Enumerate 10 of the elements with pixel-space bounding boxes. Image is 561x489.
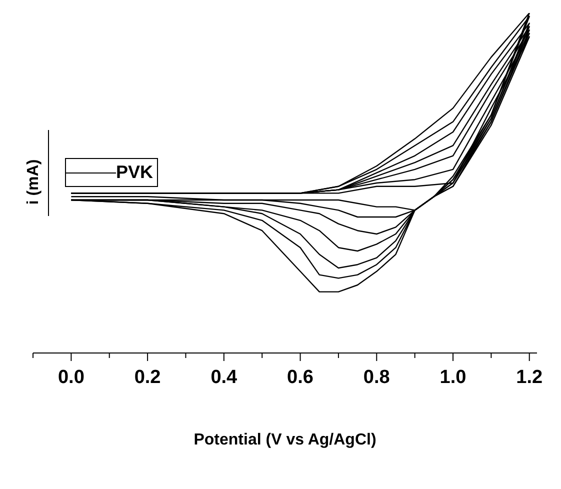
y-axis-title: i (mA): [25, 158, 43, 207]
x-tick-label: 0.2: [134, 367, 161, 388]
x-tick-label: 0.6: [287, 367, 314, 388]
x-tick-label: 1.2: [516, 367, 543, 388]
legend-label: PVK: [116, 162, 154, 183]
x-tick-label: 1.0: [440, 367, 466, 388]
x-axis-title: Potential (V vs Ag/AgCl): [194, 431, 376, 448]
x-tick-label: 0.0: [58, 367, 84, 388]
x-tick-label: 0.8: [363, 367, 390, 388]
x-tick-label: 0.4: [210, 367, 238, 388]
